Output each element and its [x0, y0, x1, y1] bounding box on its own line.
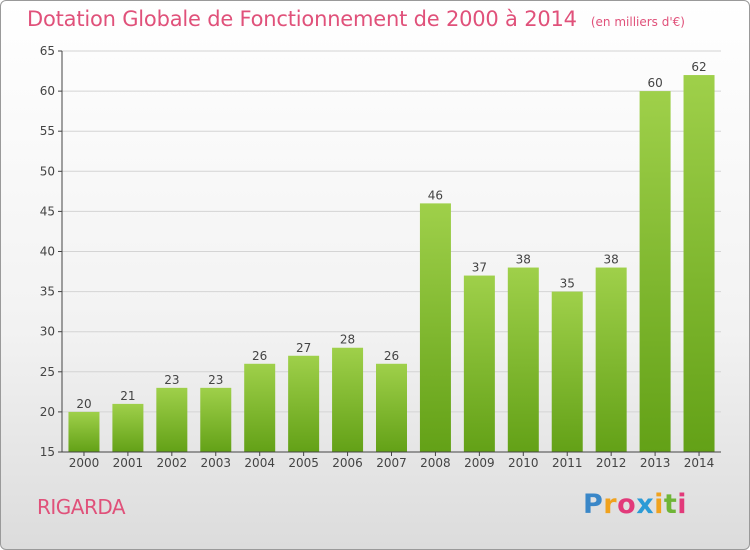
data-label: 38	[516, 253, 531, 267]
y-tick-label: 30	[40, 325, 55, 339]
data-label: 28	[340, 333, 355, 347]
data-label: 46	[428, 188, 443, 202]
logo-letter: t	[663, 489, 678, 520]
bar	[332, 347, 364, 452]
x-tick-label: 2002	[157, 456, 188, 470]
axes: 15 20 25 30 35 40 45 50 55 60 65 2000 2001 2002 2003 20…	[40, 44, 721, 470]
proxiti-logo: Proxiti	[583, 489, 687, 520]
data-label: 60	[647, 76, 662, 90]
bar	[156, 387, 188, 452]
x-tick-label: 2007	[376, 456, 407, 470]
bar	[376, 363, 407, 452]
data-label: 26	[252, 349, 267, 363]
data-labels: 20 21 23 23 26 27 28 26 46 37 38 35 38 60 62	[76, 60, 706, 411]
data-label: 38	[604, 253, 619, 267]
bar	[683, 75, 715, 452]
x-tick-label: 2008	[420, 456, 451, 470]
x-tick-label: 2014	[684, 456, 715, 470]
y-tick-label: 45	[40, 204, 55, 218]
x-tick-label: 2006	[332, 456, 363, 470]
y-tick-label: 50	[40, 164, 55, 178]
bar	[551, 291, 583, 452]
bar	[595, 267, 627, 452]
chart-header: Dotation Globale de Fonctionnement de 20…	[27, 7, 685, 31]
bar	[68, 411, 100, 452]
y-tick-label: 60	[40, 84, 55, 98]
y-tick-label: 55	[40, 124, 55, 138]
data-label: 62	[691, 60, 706, 74]
y-tick-label: 20	[40, 405, 55, 419]
chart-title: Dotation Globale de Fonctionnement de 20…	[27, 7, 577, 31]
x-tick-label: 2012	[596, 456, 627, 470]
bar	[507, 267, 539, 452]
bar	[112, 403, 144, 452]
bar	[244, 363, 276, 452]
bar	[200, 387, 232, 452]
y-tick-label: 40	[40, 245, 55, 259]
x-tick-label: 2001	[113, 456, 144, 470]
y-tick-label: 65	[40, 44, 55, 58]
x-tick-label: 2003	[200, 456, 231, 470]
chart-unit: (en milliers d'€)	[590, 15, 685, 29]
town-name: RIGARDA	[37, 495, 126, 519]
logo-letter: i	[677, 489, 688, 520]
bars	[68, 75, 715, 452]
data-label: 27	[296, 341, 311, 355]
x-tick-label: 2000	[69, 456, 100, 470]
logo-letter: P	[583, 489, 604, 520]
data-label: 23	[208, 373, 223, 387]
data-label: 23	[164, 373, 179, 387]
x-tick-label: 2011	[552, 456, 583, 470]
bar	[463, 275, 495, 452]
logo-letter: x	[636, 489, 655, 520]
data-label: 26	[384, 349, 399, 363]
x-tick-label: 2009	[464, 456, 495, 470]
x-tick-label: 2004	[244, 456, 275, 470]
logo-letter: o	[617, 489, 637, 520]
bar	[288, 355, 320, 452]
x-tick-label: 2010	[508, 456, 539, 470]
data-label: 37	[472, 261, 487, 275]
y-tick-label: 35	[40, 285, 55, 299]
y-tick-label: 25	[40, 365, 55, 379]
bar	[639, 91, 671, 452]
x-tick-label: 2005	[288, 456, 319, 470]
data-label: 21	[120, 389, 135, 403]
y-tick-label: 15	[40, 445, 55, 459]
bar	[419, 203, 451, 452]
data-label: 20	[76, 397, 91, 411]
logo-letter: r	[603, 489, 618, 520]
logo-letter: i	[654, 489, 664, 520]
data-label: 35	[560, 277, 575, 291]
x-tick-label: 2013	[640, 456, 671, 470]
